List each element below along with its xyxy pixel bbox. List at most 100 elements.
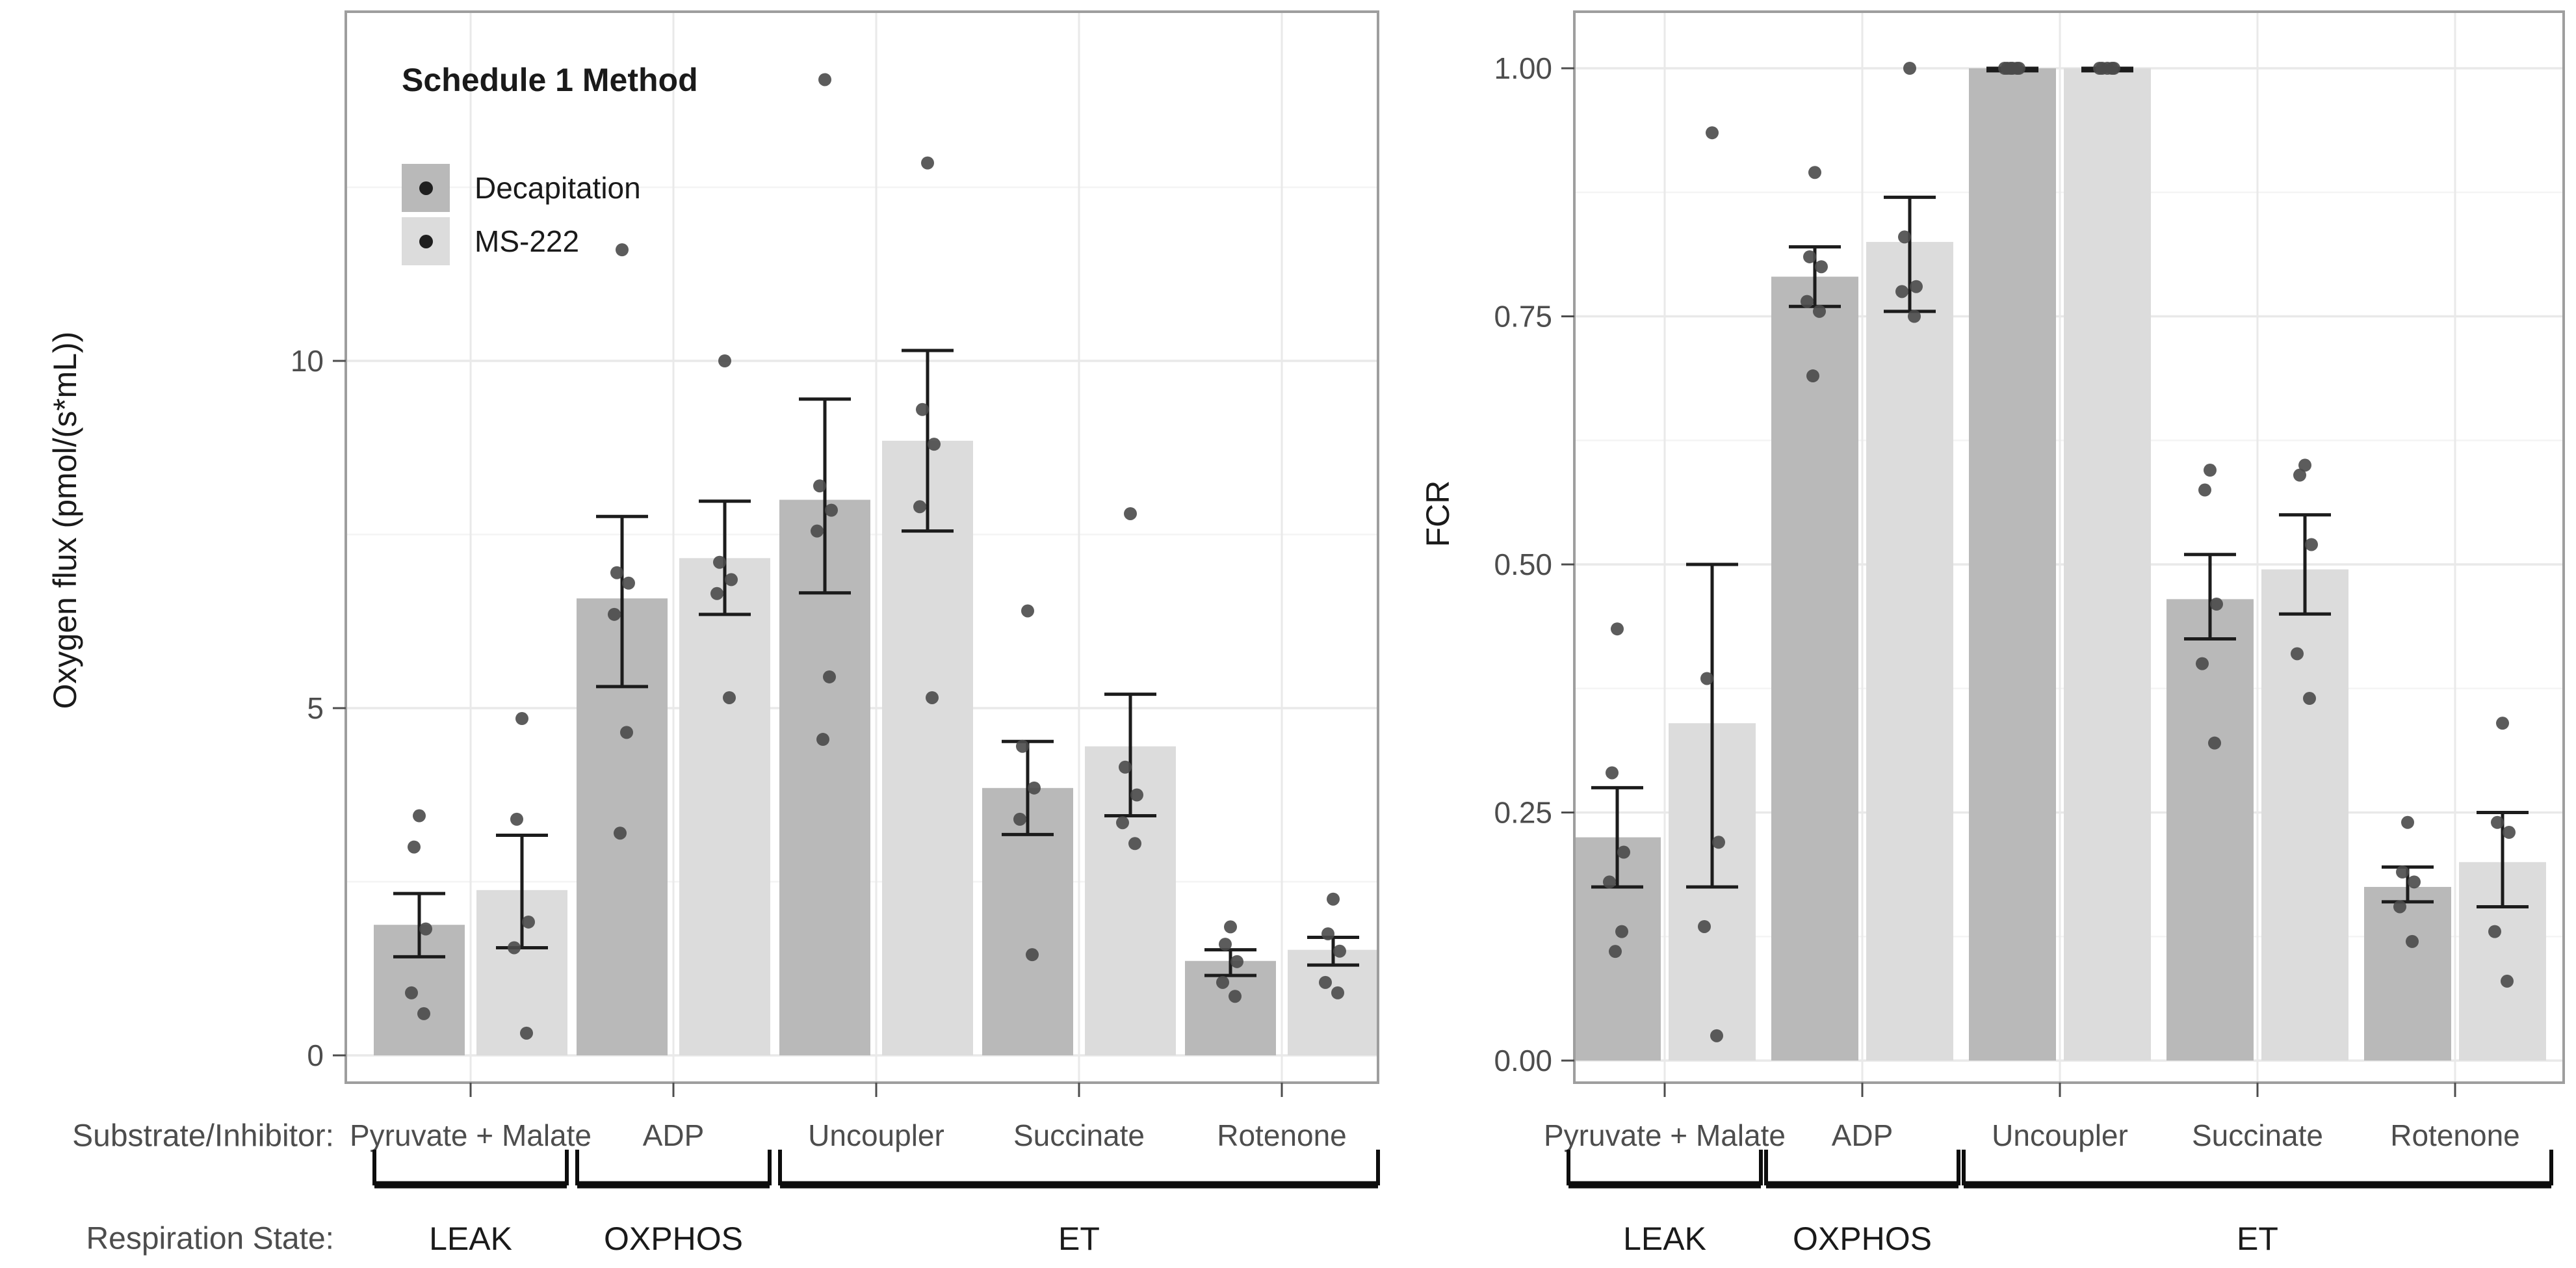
respiration-state-label: OXPHOS <box>1793 1221 1932 1257</box>
data-point <box>2298 458 2311 472</box>
data-point <box>2210 598 2223 611</box>
data-point <box>417 1007 430 1020</box>
data-point <box>928 438 941 451</box>
data-point <box>515 712 528 726</box>
data-point <box>522 915 535 929</box>
data-point <box>1230 955 1243 968</box>
respiration-state-label: OXPHOS <box>604 1221 743 1257</box>
data-point <box>608 607 621 621</box>
data-point <box>2291 647 2304 661</box>
data-point <box>1333 944 1346 958</box>
data-point <box>2401 815 2414 829</box>
data-point <box>1700 672 1713 685</box>
x-category-label: ADP <box>1832 1118 1893 1152</box>
y-tick-label: 0.00 <box>1494 1044 1552 1077</box>
data-point <box>2293 468 2306 482</box>
data-point <box>1021 604 1034 618</box>
respiration-state-row-label: Respiration State: <box>86 1221 334 1256</box>
data-point <box>1216 975 1229 989</box>
data-point <box>510 812 523 826</box>
data-point <box>818 73 831 86</box>
data-point <box>1801 295 1814 308</box>
data-point <box>1016 739 1029 753</box>
data-point <box>408 840 421 854</box>
respiration-bracket <box>1962 1150 2553 1185</box>
bar-ms222-3 <box>2261 569 2348 1061</box>
data-point <box>614 826 627 840</box>
respiration-bracket <box>372 1150 569 1185</box>
data-point <box>1611 622 1624 636</box>
data-point <box>2491 815 2504 829</box>
x-category-label: Pyruvate + Malate <box>350 1118 592 1152</box>
y-tick-label: 0.50 <box>1494 548 1552 581</box>
data-point <box>811 524 824 538</box>
x-category-label: Rotenone <box>1217 1118 1347 1152</box>
data-point <box>419 922 432 936</box>
data-point <box>1327 892 1340 906</box>
y-tick-label: 0.25 <box>1494 796 1552 830</box>
data-point <box>2305 538 2318 551</box>
data-point <box>2198 483 2211 497</box>
data-point <box>508 941 521 955</box>
data-point <box>1128 837 1141 851</box>
data-point <box>823 670 836 683</box>
data-point <box>723 691 736 704</box>
data-point <box>2393 900 2406 914</box>
bar-ms222-2 <box>882 440 973 1055</box>
data-point <box>1698 919 1711 933</box>
substrate-inhibitor-row-label: Substrate/Inhibitor: <box>72 1118 334 1154</box>
data-point <box>620 726 633 739</box>
data-point <box>622 576 635 590</box>
x-category-label: ADP <box>643 1118 705 1152</box>
legend-swatch-decapitation <box>402 164 450 212</box>
data-point <box>2196 657 2209 670</box>
data-point <box>1903 62 1916 75</box>
data-point <box>1815 260 1828 274</box>
data-point <box>725 573 738 587</box>
x-category-label: Uncoupler <box>808 1118 944 1152</box>
legend-item-ms222: MS-222 <box>402 217 698 265</box>
data-point <box>1321 927 1334 941</box>
data-point <box>718 354 731 367</box>
data-point <box>710 587 723 600</box>
data-point <box>2204 464 2217 477</box>
data-point <box>2408 875 2421 889</box>
respiration-bracket <box>575 1150 772 1185</box>
data-point <box>1319 975 1332 989</box>
respiration-state-label: LEAK <box>1623 1221 1706 1257</box>
respiration-state-label: LEAK <box>429 1221 512 1257</box>
data-point <box>1130 788 1143 802</box>
data-point <box>2093 62 2106 75</box>
data-point <box>1710 1029 1723 1042</box>
data-point <box>713 555 726 569</box>
data-point <box>1013 812 1026 826</box>
legend-label-ms222: MS-222 <box>475 224 580 258</box>
data-point <box>1898 230 1911 244</box>
data-point <box>1910 280 1923 293</box>
data-point <box>1803 250 1816 263</box>
respiration-bracket <box>1764 1150 1960 1185</box>
respiration-bracket <box>778 1150 1380 1185</box>
data-point <box>1603 875 1616 889</box>
data-point <box>2004 62 2017 75</box>
data-point <box>610 566 623 579</box>
data-point <box>1606 766 1619 780</box>
y-tick-label: 0.75 <box>1494 300 1552 334</box>
legend-point-icon <box>419 234 433 248</box>
data-point <box>1124 507 1137 520</box>
bar-ms222-4 <box>1288 949 1379 1055</box>
data-point <box>2406 934 2419 948</box>
data-point <box>926 691 939 704</box>
data-point <box>1806 369 1819 383</box>
panel-border <box>345 10 1379 1084</box>
x-category-label: Succinate <box>1013 1118 1145 1152</box>
panel-border <box>1573 10 2565 1084</box>
bar-ms222-2 <box>2064 68 2151 1061</box>
data-point <box>1219 938 1232 951</box>
data-point <box>1895 285 1908 298</box>
bar-ms222-1 <box>679 558 770 1055</box>
data-point <box>2303 692 2316 706</box>
legend-swatch-ms222 <box>402 217 450 265</box>
